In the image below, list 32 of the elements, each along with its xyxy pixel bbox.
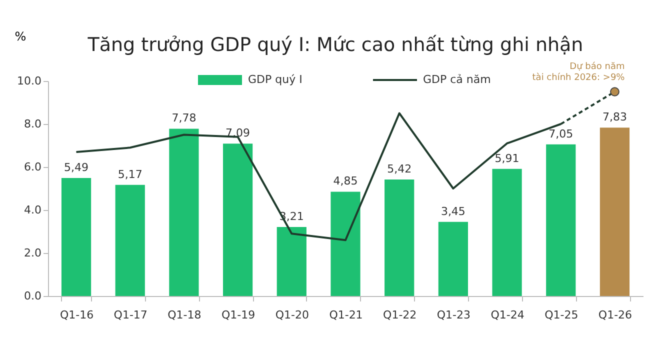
y-tick-label: 2.0	[24, 246, 42, 260]
x-tick-label: Q1-18	[168, 308, 202, 322]
y-tick-label: 6.0	[24, 160, 42, 174]
x-tick-label: Q1-17	[114, 308, 148, 322]
x-tick-label: Q1-24	[490, 308, 524, 322]
data-label: 5,17	[118, 168, 142, 181]
y-tick-label: 0.0	[24, 290, 42, 302]
y-tick-label: 8.0	[24, 118, 42, 130]
x-tick-label: Q1-23	[436, 308, 471, 322]
data-label: 5,42	[387, 162, 412, 176]
y-tick-label: 10.0	[17, 74, 42, 88]
annotation: Dự báo năm tài chính 2026: >9%	[532, 60, 626, 83]
data-label: 5,91	[494, 152, 520, 165]
data-label: 3,45	[440, 204, 466, 218]
legend-label: GDP quý I	[248, 73, 302, 86]
x-tick-label: Q1-22	[383, 308, 417, 322]
data-label: 7,78	[172, 112, 196, 125]
x-tick-label: Q1-20	[275, 308, 309, 322]
x-tick-label: Q1-19	[221, 308, 256, 322]
data-label: 7,05	[548, 127, 574, 140]
x-tick-label: Q1-16	[60, 308, 94, 322]
x-tick-label: Q1-25	[544, 308, 578, 322]
x-tick-label: Q1-21	[329, 308, 363, 322]
y-axis-title: %	[14, 30, 26, 44]
data-label: 5,49	[64, 160, 89, 174]
x-tick-label: Q1-26	[598, 308, 632, 322]
y-tick-label: 4.0	[24, 204, 42, 216]
data-label: 7,09	[226, 126, 250, 140]
data-label: 4,85	[333, 174, 358, 188]
chart-title: Tăng trưởng GDP quý I: Mức cao nhất từng ghi nhận	[86, 34, 584, 56]
data-label: 7,83	[602, 110, 627, 124]
legend-label: GDP cả năm	[423, 73, 491, 86]
